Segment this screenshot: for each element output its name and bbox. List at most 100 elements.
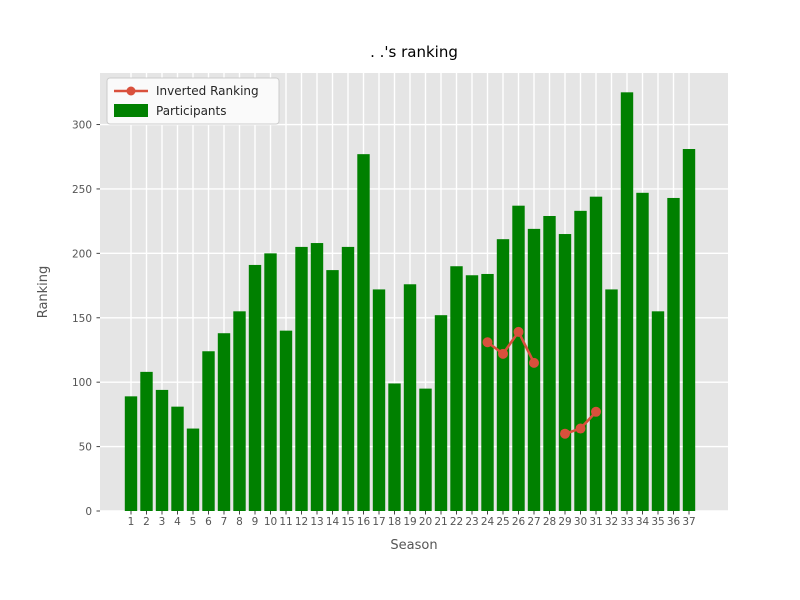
x-tick-label-28: 28 — [543, 516, 556, 528]
bar-season-8 — [233, 311, 246, 511]
x-axis-label: Season — [390, 538, 437, 553]
bar-season-11 — [279, 330, 293, 511]
inverted-ranking-segment — [486, 329, 536, 364]
bar-season-36 — [667, 197, 680, 512]
bar-season-2 — [140, 371, 153, 511]
bar-season-15 — [341, 246, 355, 512]
bar-season-7 — [217, 333, 231, 511]
inverted-ranking-line — [482, 326, 601, 439]
x-tick-label-17: 17 — [372, 516, 385, 528]
legend-patch-swatch — [114, 104, 148, 117]
y-tick-label-0: 0 — [85, 506, 92, 518]
inverted-ranking-point-31 — [591, 406, 601, 417]
x-tick-label-5: 5 — [190, 516, 197, 528]
bar-season-10 — [264, 253, 277, 511]
inverted-ranking-point-24 — [482, 337, 493, 348]
bar-season-30 — [574, 210, 587, 511]
x-tick-label-11: 11 — [279, 516, 292, 528]
x-tick-label-30: 30 — [574, 516, 587, 528]
bar-season-27 — [527, 228, 541, 511]
bar-season-17 — [372, 289, 386, 511]
x-tick-label-29: 29 — [558, 516, 571, 528]
y-tick-label-300: 300 — [72, 120, 92, 132]
inverted-ranking-point-29 — [560, 428, 570, 439]
bar-season-31 — [589, 196, 603, 511]
axis-ticks — [96, 124, 690, 515]
bar-season-4 — [171, 406, 184, 511]
y-axis-label: Ranking — [36, 266, 51, 319]
legend-box — [106, 77, 280, 125]
x-tick-label-9: 9 — [252, 516, 259, 528]
x-tick-label-35: 35 — [651, 516, 664, 528]
x-tick-label-26: 26 — [512, 516, 526, 528]
x-tick-label-4: 4 — [174, 516, 181, 528]
bar-season-14 — [326, 270, 339, 511]
x-tick-label-12: 12 — [295, 516, 308, 528]
bar-season-19 — [403, 284, 417, 511]
legend-label-inverted-ranking: Inverted Ranking — [156, 84, 259, 98]
bar-season-34 — [636, 192, 649, 511]
bar-season-26 — [512, 205, 525, 511]
x-tick-label-37: 37 — [682, 516, 695, 528]
participants-bars — [124, 92, 696, 512]
bar-season-35 — [651, 311, 665, 511]
legend-marker-icon — [126, 86, 136, 96]
y-tick-label-150: 150 — [72, 313, 92, 325]
legend: Inverted Ranking Participants — [106, 77, 280, 125]
x-tick-label-7: 7 — [221, 516, 228, 528]
x-tick-label-1: 1 — [128, 516, 135, 528]
bar-season-3 — [155, 389, 169, 511]
bar-season-22 — [450, 266, 463, 511]
x-tick-label-10: 10 — [264, 516, 277, 528]
bar-season-33 — [620, 92, 634, 511]
x-tick-label-23: 23 — [465, 516, 478, 528]
bar-season-32 — [605, 289, 618, 511]
x-tick-label-24: 24 — [481, 516, 495, 528]
x-tick-label-36: 36 — [667, 516, 681, 528]
inverted-ranking-point-25 — [498, 348, 508, 359]
x-tick-label-21: 21 — [434, 516, 447, 528]
x-tick-label-8: 8 — [236, 516, 243, 528]
x-tick-label-34: 34 — [636, 516, 650, 528]
x-tick-label-33: 33 — [620, 516, 633, 528]
bar-season-28 — [543, 215, 556, 511]
bar-season-18 — [388, 383, 401, 511]
x-tick-label-14: 14 — [326, 516, 340, 528]
inverted-ranking-point-30 — [575, 423, 586, 434]
y-tick-labels: 0 50 100 150 200 250 300 — [72, 120, 92, 518]
x-tick-label-2: 2 — [143, 516, 150, 528]
x-tick-label-25: 25 — [496, 516, 509, 528]
x-tick-label-3: 3 — [159, 516, 166, 528]
y-tick-label-50: 50 — [79, 442, 92, 454]
bar-season-21 — [434, 315, 448, 511]
bar-season-37 — [682, 149, 696, 511]
x-tick-label-22: 22 — [450, 516, 463, 528]
x-tick-label-13: 13 — [310, 516, 323, 528]
bar-season-24 — [481, 273, 494, 511]
bar-season-20 — [419, 388, 432, 511]
inverted-ranking-point-27 — [529, 357, 539, 368]
chart-title: . .'s ranking — [370, 43, 458, 61]
y-tick-label-100: 100 — [72, 377, 92, 389]
x-tick-label-32: 32 — [605, 516, 618, 528]
x-tick-label-16: 16 — [357, 516, 371, 528]
bar-season-6 — [202, 351, 215, 511]
x-tick-label-20: 20 — [419, 516, 432, 528]
x-tick-label-15: 15 — [341, 516, 354, 528]
x-tick-label-6: 6 — [205, 516, 212, 528]
x-tick-label-31: 31 — [589, 516, 602, 528]
bar-season-12 — [295, 246, 308, 512]
bar-season-1 — [124, 396, 138, 511]
x-tick-label-27: 27 — [527, 516, 540, 528]
y-tick-label-250: 250 — [72, 184, 92, 196]
bar-season-23 — [465, 275, 479, 511]
bar-season-5 — [186, 428, 200, 511]
bar-season-9 — [248, 264, 262, 511]
x-tick-label-19: 19 — [403, 516, 416, 528]
bar-season-16 — [357, 154, 370, 512]
x-tick-labels: 1 2 3 4 5 6 7 8 9 10 11 12 13 14 15 16 17 18 19 20 21 22 23 24 2… — [128, 516, 696, 528]
bar-season-29 — [558, 234, 572, 511]
bar-season-25 — [496, 239, 510, 511]
